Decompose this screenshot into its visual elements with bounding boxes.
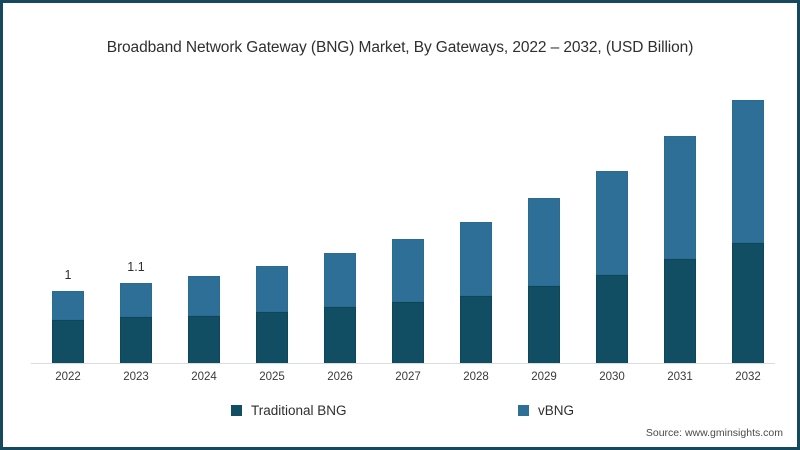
bar-segment-traditional-bng [256,311,288,364]
bar-segment-traditional-bng [188,315,220,364]
bar-group [664,135,696,364]
bar-segment-vbng [188,276,220,316]
x-axis-tick-2030: 2030 [599,371,625,383]
x-axis-tick-2031: 2031 [667,371,693,383]
bar-segment-vbng [732,100,764,243]
bar-segment-vbng [52,290,84,320]
x-axis-tick-2029: 2029 [531,371,557,383]
x-axis-tick-2024: 2024 [191,371,217,383]
legend-swatch-icon [231,405,242,416]
bar-segment-vbng [392,239,424,302]
x-axis-tick-2028: 2028 [463,371,489,383]
bar-segment-traditional-bng [324,306,356,364]
bar-segment-traditional-bng [460,295,492,364]
bar-segment-vbng [256,265,288,312]
bar-segment-traditional-bng [732,243,764,364]
bar-group [732,100,764,364]
bar-group [596,171,628,364]
bar-segment-traditional-bng [52,320,84,364]
bar-group [52,290,84,364]
x-axis-tick-2026: 2026 [327,371,353,383]
bar-segment-vbng [324,253,356,307]
bar-segment-traditional-bng [392,301,424,364]
bar-group [256,265,288,364]
bar-segment-vbng [460,222,492,296]
bar-group [392,239,424,364]
x-axis-tick-2025: 2025 [259,371,285,383]
chart-legend: Traditional BNG vBNG [3,403,797,423]
bar-segment-traditional-bng [596,275,628,364]
x-axis-line [31,363,775,364]
x-axis-tick-2027: 2027 [395,371,421,383]
bar-segment-traditional-bng [120,317,152,364]
plot-area [31,78,775,364]
bar-group [324,253,356,364]
source-attribution: Source: www.gminsights.com [645,427,783,439]
bar-segment-vbng [120,283,152,318]
bar-group [120,283,152,364]
bar-group [460,222,492,364]
legend-label: Traditional BNG [251,403,347,418]
legend-swatch-icon [518,405,529,416]
bar-segment-traditional-bng [528,286,560,364]
bar-segment-vbng [664,135,696,260]
legend-label: vBNG [538,403,575,418]
bar-segment-vbng [596,171,628,276]
bar-segment-traditional-bng [664,259,696,364]
x-axis-tick-2022: 2022 [55,371,81,383]
x-axis-tick-2023: 2023 [123,371,149,383]
bar-group [528,198,560,364]
bar-value-label: 1.1 [127,260,145,275]
legend-item-traditional-bng[interactable]: Traditional BNG [231,403,347,418]
bar-group [188,276,220,364]
chart-title: Broadband Network Gateway (BNG) Market, … [106,39,694,56]
x-axis-tick-2032: 2032 [735,371,761,383]
legend-item-vbng[interactable]: vBNG [518,403,574,418]
bar-segment-vbng [528,198,560,287]
bar-value-label: 1 [64,267,72,282]
